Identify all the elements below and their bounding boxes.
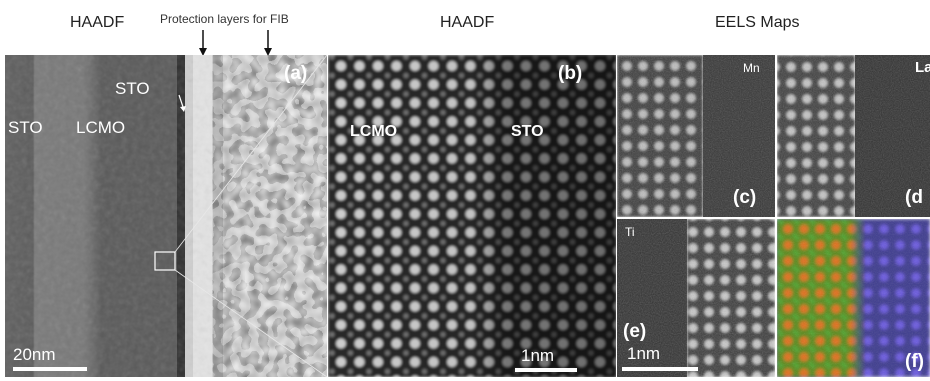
panel-f-composite-map: (f) — [777, 219, 930, 377]
scale-bar-e — [622, 367, 698, 371]
panel-e-label: (e) — [623, 321, 647, 342]
panel-c-mn-map: Mn (c) — [617, 55, 775, 217]
panel-c-label: (c) — [733, 187, 757, 208]
panel-f-image — [777, 219, 930, 377]
panel-b-atomic-haadf: (b) LCMO STO 1nm — [328, 55, 616, 377]
eels-maps-title: EELS Maps — [715, 14, 800, 31]
panel-f-label: (f) — [905, 351, 924, 372]
panel-a-image — [5, 55, 327, 377]
la-element-label: La — [915, 59, 930, 76]
scale-label-a: 20nm — [13, 345, 56, 364]
panel-a-haadf-overview: (a) STO LCMO STO 20nm — [5, 55, 327, 377]
lcmo-label-a: LCMO — [76, 118, 126, 137]
sto-label-top: STO — [115, 79, 150, 98]
panel-c-image — [617, 55, 775, 217]
panel-d-image — [777, 55, 930, 217]
caption-arrows — [199, 30, 272, 56]
scale-bar-a — [13, 367, 87, 371]
scale-label-e: 1nm — [627, 344, 661, 363]
protection-layers-caption: Protection layers for FIB — [160, 12, 289, 26]
haadf-left-title: HAADF — [70, 14, 125, 31]
haadf-center-title: HAADF — [440, 14, 495, 31]
panel-d-la-map: La (d — [777, 55, 930, 217]
panel-a-label: (a) — [284, 63, 308, 84]
panel-b-image — [328, 55, 616, 377]
scale-label-b: 1nm — [521, 346, 555, 365]
ti-element-label: Ti — [625, 225, 635, 239]
mn-element-label: Mn — [743, 61, 760, 75]
scale-bar-b — [515, 368, 577, 372]
sto-label-left: STO — [8, 118, 43, 137]
panel-e-ti-map: Ti (e) 1nm — [617, 219, 775, 377]
panel-e-image — [617, 219, 775, 377]
lcmo-label-b: LCMO — [350, 123, 398, 140]
panel-d-label: (d — [905, 187, 923, 208]
sto-label-b: STO — [511, 123, 544, 140]
panel-b-label: (b) — [558, 63, 583, 84]
